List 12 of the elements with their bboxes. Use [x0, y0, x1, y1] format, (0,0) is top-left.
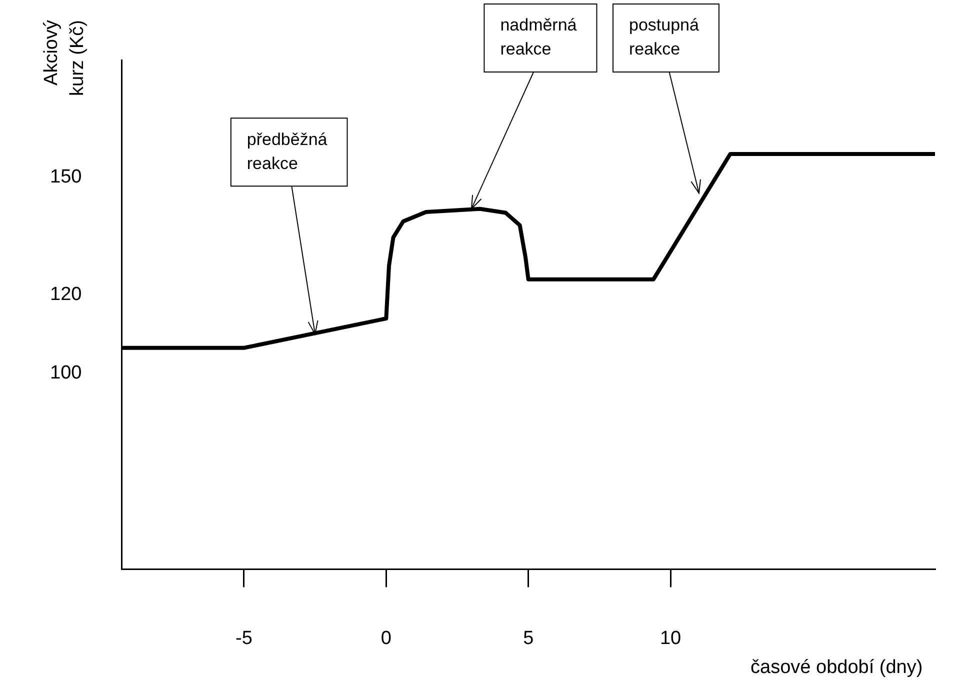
y-tick-label: 120 — [50, 284, 82, 306]
y-axis-title: Akciový kurz (Kč) — [41, 20, 88, 96]
y-tick-label: 150 — [50, 166, 82, 188]
x-tick-label: 10 — [660, 628, 682, 649]
annotation: nadměrná reakce — [500, 16, 578, 59]
x-tick-label: -5 — [236, 628, 252, 649]
x-tick-label: 5 — [523, 628, 534, 649]
x-axis-title: časové období (dny) — [750, 657, 923, 678]
annotation: postupná reakce — [628, 16, 700, 59]
x-tick-label: 0 — [380, 628, 392, 649]
y-tick-label: 100 — [50, 362, 82, 384]
annotation: předběžná reakce — [246, 130, 328, 173]
